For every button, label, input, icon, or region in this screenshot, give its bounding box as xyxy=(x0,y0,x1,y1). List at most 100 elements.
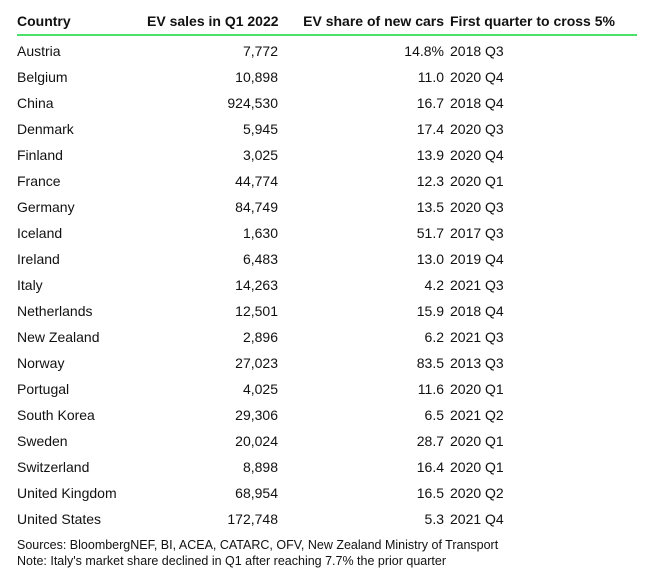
cell-ev-sales: 20,024 xyxy=(235,433,278,449)
cell-first-quarter: 2021 Q3 xyxy=(450,329,504,345)
cell-country: Austria xyxy=(17,43,61,59)
cell-ev-share: 6.5 xyxy=(424,407,444,423)
cell-country: Netherlands xyxy=(17,303,93,319)
cell-ev-sales: 44,774 xyxy=(235,173,278,189)
cell-ev-sales: 5,945 xyxy=(242,121,278,137)
cell-country: Ireland xyxy=(17,251,60,267)
header-row: Country EV sales in Q1 2022 EV share of … xyxy=(17,8,637,36)
cell-country: Sweden xyxy=(17,433,68,449)
cell-ev-share: 11.0 xyxy=(417,69,444,85)
cell-first-quarter: 2013 Q3 xyxy=(450,355,504,371)
table-row: Netherlands 12,501 15.9 2018 Q4 xyxy=(17,298,637,324)
cell-ev-share: 14.8% xyxy=(404,43,444,59)
cell-ev-share: 13.5 xyxy=(416,199,444,215)
cell-ev-share: 15.9 xyxy=(416,303,444,319)
cell-country: South Korea xyxy=(17,407,95,423)
cell-country: Norway xyxy=(17,355,65,371)
cell-ev-share: 11.6 xyxy=(417,381,444,397)
cell-country: United States xyxy=(17,511,102,527)
table-body: Austria 7,772 14.8% 2018 Q3 Belgium 10,898 11.… xyxy=(17,35,637,532)
cell-ev-share: 13.9 xyxy=(416,147,444,163)
cell-country: Switzerland xyxy=(17,459,90,475)
cell-ev-sales: 14,263 xyxy=(235,277,278,293)
table-row: Norway 27,023 83.5 2013 Q3 xyxy=(17,350,637,376)
ev-sales-table: Country EV sales in Q1 2022 EV share of … xyxy=(17,8,637,532)
column-header-first-quarter: First quarter to cross 5% xyxy=(450,8,637,36)
cell-ev-share: 16.5 xyxy=(416,485,444,501)
cell-ev-sales: 29,306 xyxy=(235,407,278,423)
cell-first-quarter: 2020 Q1 xyxy=(450,433,504,449)
column-gap xyxy=(444,8,450,36)
table-row: Portugal 4,025 11.6 2020 Q1 xyxy=(17,376,637,402)
table-row: United States 172,748 5.3 2021 Q4 xyxy=(17,506,637,532)
cell-first-quarter: 2020 Q1 xyxy=(450,173,504,189)
table-row: Ireland 6,483 13.0 2019 Q4 xyxy=(17,246,637,272)
column-header-ev-sales: EV sales in Q1 2022 xyxy=(147,8,279,36)
cell-first-quarter: 2021 Q3 xyxy=(450,277,504,293)
cell-first-quarter: 2020 Q3 xyxy=(450,199,504,215)
cell-ev-share: 13.0 xyxy=(416,251,444,267)
table-row: Sweden 20,024 28.7 2020 Q1 xyxy=(17,428,637,454)
cell-ev-sales: 924,530 xyxy=(227,95,278,111)
cell-ev-share: 5.3 xyxy=(424,511,444,527)
ev-table-container: Country EV sales in Q1 2022 EV share of … xyxy=(17,8,637,532)
cell-country: United Kingdom xyxy=(17,485,117,501)
cell-country: Italy xyxy=(17,277,43,293)
table-row: Germany 84,749 13.5 2020 Q3 xyxy=(17,194,637,220)
cell-first-quarter: 2020 Q1 xyxy=(450,381,504,397)
column-header-ev-share: EV share of new cars xyxy=(278,8,444,36)
table-row: Belgium 10,898 11.0 2020 Q4 xyxy=(17,64,637,90)
cell-ev-sales: 10,898 xyxy=(235,69,278,85)
table-row: Italy 14,263 4.2 2021 Q3 xyxy=(17,272,637,298)
cell-ev-share: 16.7 xyxy=(416,95,444,111)
table-row: Denmark 5,945 17.4 2020 Q3 xyxy=(17,116,637,142)
table-row: Finland 3,025 13.9 2020 Q4 xyxy=(17,142,637,168)
cell-country: New Zealand xyxy=(17,329,100,345)
cell-ev-share: 4.2 xyxy=(424,277,444,293)
cell-first-quarter: 2018 Q3 xyxy=(450,43,504,59)
cell-ev-share: 83.5 xyxy=(416,355,444,371)
cell-country: Germany xyxy=(17,199,75,215)
table-row: Austria 7,772 14.8% 2018 Q3 xyxy=(17,35,637,64)
table-row: New Zealand 2,896 6.2 2021 Q3 xyxy=(17,324,637,350)
cell-country: Denmark xyxy=(17,121,74,137)
cell-country: Finland xyxy=(17,147,63,163)
cell-first-quarter: 2021 Q4 xyxy=(450,511,504,527)
cell-ev-sales: 172,748 xyxy=(227,511,278,527)
table-row: France 44,774 12.3 2020 Q1 xyxy=(17,168,637,194)
table-header: Country EV sales in Q1 2022 EV share of … xyxy=(17,8,637,36)
sources-note: Sources: BloombergNEF, BI, ACEA, CATARC,… xyxy=(17,538,499,552)
cell-country: Portugal xyxy=(17,381,70,397)
cell-first-quarter: 2018 Q4 xyxy=(450,95,504,111)
table-row: Iceland 1,630 51.7 2017 Q3 xyxy=(17,220,637,246)
cell-ev-share: 16.4 xyxy=(416,459,444,475)
table-row: United Kingdom 68,954 16.5 2020 Q2 xyxy=(17,480,637,506)
cell-ev-sales: 8,898 xyxy=(242,459,278,475)
cell-country: Iceland xyxy=(17,225,63,241)
cell-first-quarter: 2020 Q4 xyxy=(450,69,504,85)
cell-first-quarter: 2019 Q4 xyxy=(450,251,504,267)
cell-first-quarter: 2020 Q1 xyxy=(450,459,504,475)
cell-first-quarter: 2017 Q3 xyxy=(450,225,504,241)
cell-ev-share: 17.4 xyxy=(416,121,444,137)
cell-first-quarter: 2020 Q3 xyxy=(450,121,504,137)
cell-country: Belgium xyxy=(17,69,68,85)
cell-ev-sales: 27,023 xyxy=(235,355,278,371)
cell-country: France xyxy=(17,173,61,189)
cell-ev-sales: 1,630 xyxy=(242,225,278,241)
cell-ev-share: 28.7 xyxy=(416,433,444,449)
table-row: South Korea 29,306 6.5 2021 Q2 xyxy=(17,402,637,428)
cell-ev-sales: 7,772 xyxy=(242,43,278,59)
cell-ev-sales: 4,025 xyxy=(242,381,278,397)
cell-country: China xyxy=(17,95,54,111)
cell-ev-sales: 68,954 xyxy=(235,485,278,501)
cell-ev-sales: 6,483 xyxy=(242,251,278,267)
cell-ev-sales: 2,896 xyxy=(242,329,278,345)
cell-ev-sales: 12,501 xyxy=(235,303,278,319)
footnote: Note: Italy's market share declined in Q… xyxy=(17,554,446,568)
table-row: China 924,530 16.7 2018 Q4 xyxy=(17,90,637,116)
cell-ev-share: 12.3 xyxy=(416,173,444,189)
cell-first-quarter: 2020 Q4 xyxy=(450,147,504,163)
cell-first-quarter: 2021 Q2 xyxy=(450,407,504,423)
cell-ev-sales: 84,749 xyxy=(235,199,278,215)
